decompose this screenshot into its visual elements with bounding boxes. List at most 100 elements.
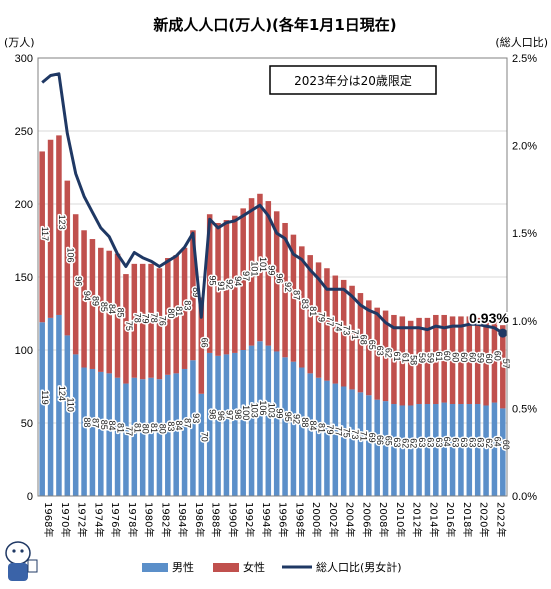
mascot-illustration	[5, 541, 38, 581]
male-value-label: 79	[325, 425, 335, 435]
bar-male	[500, 408, 506, 496]
bar-female	[449, 316, 456, 405]
female-value-label: 60	[459, 352, 469, 362]
bar-female	[349, 285, 355, 390]
male-value-label: 84	[308, 421, 318, 431]
male-value-label: 77	[333, 426, 343, 436]
male-value-label: 87	[183, 418, 193, 428]
male-value-label: 103	[266, 403, 276, 418]
male-value-label: 80	[141, 424, 151, 434]
bar-female	[399, 316, 406, 406]
bar-male	[433, 404, 439, 496]
y-tick-label: 50	[21, 418, 33, 430]
bar-male	[458, 404, 464, 496]
legend-swatch-female	[213, 563, 239, 572]
bar-male	[290, 361, 297, 496]
bar-male	[106, 373, 112, 496]
x-tick-label: 2006年	[360, 502, 373, 537]
male-value-label: 84	[174, 421, 184, 431]
female-value-label: 89	[90, 296, 100, 306]
male-value-label: 63	[451, 437, 461, 447]
mascot-paper	[27, 559, 38, 573]
female-value-label: 85	[99, 302, 109, 312]
male-value-label: 77	[124, 426, 134, 436]
female-value-label: 68	[358, 335, 368, 345]
bar-female	[181, 247, 188, 369]
x-tick-label: 1976年	[109, 502, 122, 537]
female-value-label: 57	[501, 359, 511, 369]
bar-male	[265, 345, 272, 496]
female-value-label: 74	[333, 322, 343, 332]
female-value-label: 59	[417, 353, 427, 363]
x-tick-label: 2020年	[478, 502, 491, 537]
male-value-label: 63	[425, 437, 435, 447]
x-tick-label: 1972年	[76, 502, 89, 537]
bar-female	[156, 268, 163, 380]
female-value-label: 83	[183, 300, 193, 310]
bar-female	[441, 314, 447, 403]
bar-female	[265, 201, 272, 346]
y2-tick-label: 0.5%	[512, 403, 537, 415]
female-value-label: 61	[400, 353, 410, 363]
x-tick-label: 1990年	[226, 502, 239, 537]
male-value-label: 63	[459, 437, 469, 447]
bar-male	[257, 341, 263, 496]
male-value-label: 62	[400, 438, 410, 448]
bar-female	[374, 307, 380, 400]
bar-female	[500, 325, 506, 409]
male-value-label: 75	[342, 428, 352, 438]
bar-female	[190, 230, 196, 361]
female-value-label: 117	[40, 227, 50, 241]
axes: 0 50 100 150 200 250 300 0.0% 0.5% 1.0% 1.5% 2.0% 2.…	[15, 53, 538, 537]
bar-female	[39, 151, 45, 323]
bar-female	[407, 320, 414, 406]
annotation-box: 2023年分は20歳限定	[269, 65, 437, 95]
bar-series	[39, 135, 506, 496]
female-value-label: 96	[74, 276, 84, 286]
bar-male	[273, 351, 280, 496]
bar-female	[391, 314, 397, 405]
bar-female	[416, 317, 422, 405]
female-value-label: 66	[199, 338, 209, 348]
bar-male	[248, 345, 255, 496]
bar-female	[273, 211, 280, 352]
male-value-label: 97	[224, 410, 234, 420]
bar-male	[114, 377, 121, 496]
bar-male	[424, 404, 431, 496]
bar-male	[407, 405, 414, 496]
mascot-eye	[20, 549, 24, 553]
bar-male	[449, 404, 456, 496]
x-tick-label: 1986年	[193, 502, 206, 537]
bar-female	[299, 246, 305, 368]
data-labels: 1191171241231101069688948789858584848185…	[39, 213, 513, 451]
bar-male	[47, 317, 54, 496]
mascot-head	[5, 541, 31, 565]
female-value-label: 96	[275, 273, 285, 283]
female-value-label: 123	[57, 215, 67, 230]
female-value-label: 78	[132, 313, 142, 323]
male-value-label: 64	[492, 437, 502, 447]
legend-swatch-male	[142, 563, 168, 572]
bar-female	[282, 222, 288, 358]
bar-female	[483, 317, 489, 406]
plot-frame	[37, 57, 508, 497]
male-value-label: 62	[409, 438, 419, 448]
bar-male	[89, 368, 96, 496]
female-value-label: 71	[350, 330, 360, 340]
female-value-label: 95	[208, 276, 218, 286]
bar-male	[491, 402, 498, 496]
female-value-label: 83	[300, 299, 310, 309]
y2-tick-label: 1.5%	[512, 228, 537, 240]
y-tick-label: 250	[15, 126, 33, 138]
male-value-label: 119	[40, 390, 50, 404]
male-value-label: 81	[149, 423, 159, 433]
bar-female	[433, 314, 439, 405]
female-value-label: 63	[375, 346, 385, 356]
male-value-label: 71	[358, 431, 368, 441]
x-tick-label: 2002年	[327, 502, 340, 537]
bar-male	[382, 401, 389, 496]
male-value-label: 93	[191, 413, 201, 423]
x-tick-label: 1992年	[243, 502, 256, 537]
